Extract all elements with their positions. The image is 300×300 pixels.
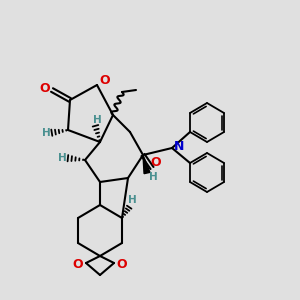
Text: H: H — [93, 115, 101, 125]
Text: O: O — [73, 257, 83, 271]
Text: H: H — [42, 128, 50, 138]
Text: H: H — [128, 195, 136, 205]
Text: O: O — [40, 82, 50, 95]
Polygon shape — [143, 155, 150, 174]
Text: O: O — [117, 257, 127, 271]
Text: O: O — [100, 74, 110, 88]
Text: O: O — [151, 157, 161, 169]
Text: H: H — [58, 153, 66, 163]
Text: H: H — [148, 172, 158, 182]
Text: N: N — [174, 140, 184, 154]
